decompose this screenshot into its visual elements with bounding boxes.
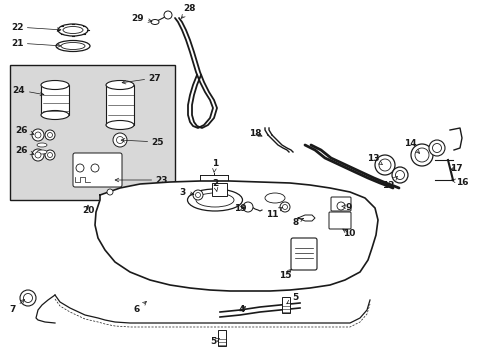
Ellipse shape [56, 40, 90, 51]
Ellipse shape [378, 159, 390, 171]
Ellipse shape [61, 42, 85, 50]
Text: 20: 20 [81, 205, 94, 215]
Circle shape [32, 149, 44, 161]
Ellipse shape [414, 148, 428, 162]
Bar [10, 65, 175, 200]
Ellipse shape [395, 171, 404, 180]
Text: 16: 16 [450, 177, 468, 186]
Circle shape [45, 130, 55, 140]
Ellipse shape [410, 144, 432, 166]
Circle shape [282, 204, 287, 210]
Circle shape [280, 202, 289, 212]
Text: 11: 11 [265, 207, 282, 219]
Bar [282, 297, 289, 313]
Text: 13: 13 [366, 153, 382, 165]
Text: 21: 21 [11, 39, 61, 48]
Polygon shape [297, 215, 314, 221]
Ellipse shape [37, 150, 47, 154]
Text: 2: 2 [211, 179, 218, 192]
Circle shape [47, 153, 52, 158]
Circle shape [47, 132, 52, 138]
Ellipse shape [187, 189, 242, 211]
Text: 14: 14 [403, 139, 419, 153]
Text: 3: 3 [180, 188, 194, 197]
Text: 28: 28 [181, 4, 196, 18]
Text: 18: 18 [248, 129, 262, 138]
Text: 8: 8 [292, 217, 303, 226]
Ellipse shape [431, 144, 441, 153]
Circle shape [113, 133, 127, 147]
Text: 23: 23 [115, 176, 168, 185]
FancyBboxPatch shape [290, 238, 316, 270]
Ellipse shape [106, 121, 134, 130]
FancyBboxPatch shape [330, 197, 350, 211]
Text: 24: 24 [13, 86, 44, 96]
Text: 5: 5 [286, 293, 298, 304]
Text: 17: 17 [449, 163, 461, 172]
Circle shape [35, 132, 41, 138]
Text: 19: 19 [233, 203, 246, 212]
FancyBboxPatch shape [73, 153, 122, 187]
Ellipse shape [106, 81, 134, 90]
Text: 15: 15 [278, 269, 291, 279]
Circle shape [32, 129, 44, 141]
Circle shape [336, 202, 345, 210]
Circle shape [35, 152, 41, 158]
Text: 26: 26 [16, 126, 34, 135]
Text: 10: 10 [342, 229, 354, 238]
Bar [218, 330, 225, 346]
Ellipse shape [58, 24, 88, 36]
FancyBboxPatch shape [328, 212, 350, 229]
Text: 7: 7 [10, 300, 24, 315]
Text: 5: 5 [209, 338, 219, 346]
Ellipse shape [374, 155, 394, 175]
FancyBboxPatch shape [212, 183, 226, 196]
Ellipse shape [428, 140, 444, 156]
Circle shape [76, 164, 84, 172]
Ellipse shape [196, 193, 234, 207]
Circle shape [163, 11, 172, 19]
Ellipse shape [37, 143, 47, 147]
Text: 25: 25 [121, 138, 164, 147]
Circle shape [107, 189, 113, 195]
Text: 9: 9 [341, 202, 351, 212]
Polygon shape [95, 181, 377, 291]
Ellipse shape [391, 167, 407, 183]
Circle shape [193, 190, 203, 200]
Text: 6: 6 [134, 301, 146, 315]
Bar [106, 85, 134, 125]
Circle shape [45, 150, 55, 160]
Ellipse shape [63, 27, 83, 33]
Bar [41, 85, 69, 115]
Text: 4: 4 [238, 306, 245, 315]
Text: 29: 29 [131, 14, 152, 23]
Text: 12: 12 [381, 176, 397, 189]
Text: 26: 26 [16, 145, 34, 155]
Ellipse shape [151, 19, 159, 24]
Circle shape [91, 164, 99, 172]
Circle shape [116, 136, 123, 144]
Circle shape [23, 293, 32, 302]
Text: 27: 27 [122, 73, 161, 84]
Circle shape [243, 202, 252, 212]
Ellipse shape [41, 111, 69, 120]
Ellipse shape [41, 81, 69, 90]
Circle shape [195, 193, 200, 198]
Ellipse shape [264, 193, 285, 203]
Text: 1: 1 [211, 158, 218, 172]
Text: 22: 22 [11, 23, 61, 32]
Circle shape [20, 290, 36, 306]
